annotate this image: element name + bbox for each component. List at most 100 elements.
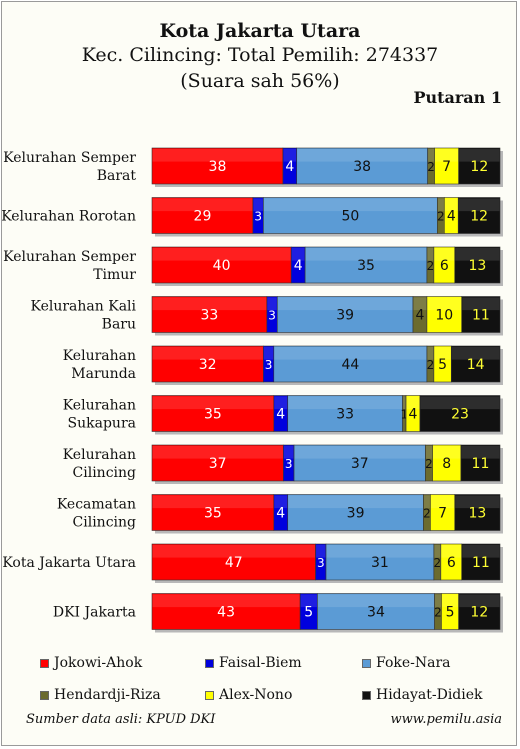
data-label: 5: [446, 605, 455, 621]
data-label: 6: [447, 555, 456, 571]
bar-segment: [151, 395, 275, 432]
bar-highlight: [435, 149, 459, 162]
chart-subtitle: Kec. Cilincing: Total Pemilih: 274337: [81, 44, 439, 66]
legend-item: Hendardji-Riza: [40, 687, 161, 703]
data-label: 39: [347, 506, 365, 522]
data-label: 4: [415, 308, 424, 324]
bar-segment: [457, 197, 501, 234]
category-label: Kecamatan: [57, 497, 136, 513]
data-label: 38: [209, 159, 227, 175]
category-label: Baru: [102, 317, 136, 333]
bar-highlight: [152, 446, 283, 459]
bar-highlight: [461, 446, 500, 459]
bar-highlight: [152, 248, 291, 261]
data-label: 35: [204, 407, 222, 423]
category-label: Cilincing: [73, 465, 136, 481]
bar-highlight: [430, 495, 455, 509]
data-label: 4: [276, 506, 285, 522]
data-label: 7: [442, 159, 451, 175]
legend-label: Hidayat-Didiek: [376, 687, 483, 703]
data-label: 6: [440, 258, 449, 274]
legend-label: Hendardji-Riza: [54, 687, 161, 703]
bar-segment: [151, 494, 275, 531]
data-label: 39: [336, 308, 354, 324]
data-label: 13: [468, 506, 486, 522]
bar-highlight: [263, 198, 437, 212]
bar-highlight: [458, 198, 500, 212]
bar-segment: [430, 494, 456, 531]
bar-highlight: [434, 248, 455, 261]
data-label: 47: [225, 555, 243, 571]
bar-segment: [461, 296, 501, 333]
data-label: 2: [437, 210, 445, 224]
bar-segment: [461, 543, 501, 581]
legend-item: Alex-Nono: [205, 687, 292, 703]
data-label: 12: [470, 159, 488, 175]
data-label: 34: [367, 605, 385, 621]
bar-highlight: [427, 248, 434, 261]
legend-label: Faisal-Biem: [219, 655, 302, 671]
bar-segment: [151, 296, 268, 333]
bar-highlight: [267, 297, 277, 311]
data-label: 29: [194, 209, 212, 225]
category-label: Sukapura: [68, 416, 136, 432]
data-label: 50: [341, 209, 359, 225]
legend-swatch: [205, 658, 214, 668]
bar-segment: [458, 593, 501, 630]
bar-segment: [454, 246, 501, 284]
data-label: 12: [470, 605, 488, 621]
bar-highlight: [434, 545, 441, 558]
bar-highlight: [274, 396, 288, 410]
legend-item: Foke-Nara: [362, 655, 451, 671]
category-label: Kelurahan: [63, 348, 136, 364]
legend-swatch: [205, 690, 214, 700]
bar-highlight: [288, 396, 403, 410]
bar-highlight: [462, 297, 500, 311]
bar-highlight: [326, 545, 434, 558]
bar-segment: [317, 593, 435, 630]
data-label: 37: [209, 456, 227, 472]
bar-highlight: [441, 594, 459, 608]
data-label: 3: [285, 457, 293, 471]
data-label: 44: [341, 357, 359, 373]
bar-highlight: [253, 198, 263, 212]
data-label: 12: [470, 209, 488, 225]
bar-segment: [460, 444, 501, 482]
bar-highlight: [152, 545, 316, 558]
data-label: 3: [268, 309, 276, 323]
bar-highlight: [406, 396, 420, 410]
data-label: 35: [357, 258, 375, 274]
data-label: 14: [467, 357, 485, 373]
bar-highlight: [427, 297, 462, 311]
bar-segment: [434, 147, 459, 185]
data-label: 3: [254, 210, 262, 224]
data-label: 11: [472, 555, 490, 571]
legend-swatch: [40, 658, 49, 668]
data-label: 4: [294, 258, 303, 274]
category-label: Kelurahan Kali: [31, 299, 137, 315]
bar-highlight: [462, 545, 500, 558]
bar-highlight: [437, 198, 444, 212]
bar-highlight: [274, 495, 288, 509]
data-label: 2: [423, 507, 431, 521]
category-label: Kelurahan Semper: [3, 249, 136, 265]
bar-highlight: [459, 594, 500, 608]
data-label: 5: [304, 605, 313, 621]
data-label: 33: [336, 407, 354, 423]
round-label: Putaran 1: [413, 88, 502, 107]
data-label: 11: [472, 308, 490, 324]
bar-segment: [432, 444, 462, 482]
bar-segment: [419, 395, 501, 432]
bar-highlight: [152, 347, 263, 360]
data-label: 40: [213, 258, 231, 274]
bar-highlight: [300, 594, 317, 608]
bar-segment: [304, 246, 428, 284]
data-label: 23: [451, 407, 469, 423]
data-label: 33: [201, 308, 219, 324]
bar-highlight: [455, 495, 500, 509]
bar-segment: [287, 494, 424, 531]
category-label: Kelurahan: [63, 398, 136, 414]
legend-item: Faisal-Biem: [205, 655, 302, 671]
legend-swatch: [40, 690, 49, 700]
data-label: 4: [409, 407, 418, 423]
